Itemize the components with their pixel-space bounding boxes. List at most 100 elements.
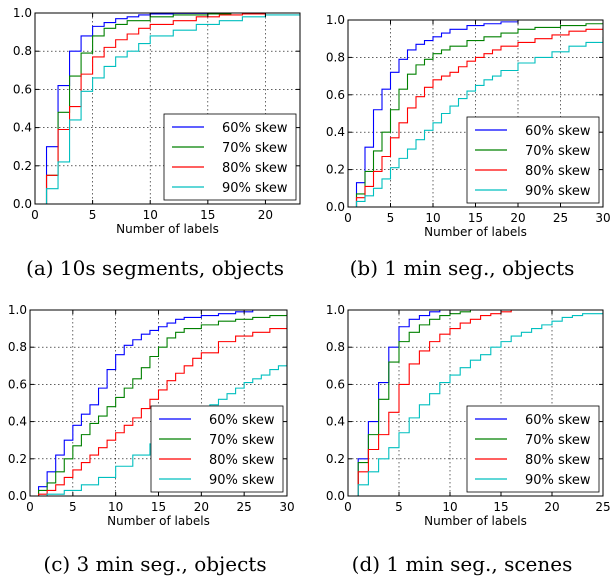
series-line-70-skew (348, 23, 603, 207)
legend-label: 80% skew (222, 161, 288, 176)
x-axis-label: Number of labels (107, 514, 210, 528)
x-tick-label: 20 (544, 500, 559, 514)
legend-label: 90% skew (222, 181, 288, 196)
series-line-70-skew (30, 313, 287, 496)
series-line-80-skew (30, 324, 287, 496)
x-axis-label: Number of labels (424, 514, 527, 528)
legend-label: 80% skew (525, 453, 591, 468)
x-tick-label: 15 (493, 500, 508, 514)
y-tick-label: 0.4 (8, 415, 27, 429)
y-tick-label: 0.8 (326, 340, 345, 354)
chart-panel-2: 0 5 10 15 20 25 30 0.0 0.2 0.4 0.6 0.8 1.0 Number of … (326, 13, 611, 280)
y-tick-label: 0.2 (326, 452, 345, 466)
y-tick-label: 1.0 (326, 13, 345, 27)
legend-label: 80% skew (525, 164, 591, 179)
y-tick-label: 0.2 (8, 452, 27, 466)
x-tick-label: 10 (442, 500, 457, 514)
legend-label: 90% skew (209, 473, 275, 488)
chart-panel-3: 0 5 10 15 20 25 30 0.0 0.2 0.4 0.6 0.8 1.0 Number of … (8, 303, 295, 576)
y-tick-label: 0.0 (326, 200, 345, 214)
series-line-90-skew (35, 13, 300, 204)
y-tick-label: 0.8 (13, 44, 32, 58)
series-line-60-skew (348, 20, 603, 207)
series-line-70-skew (348, 310, 603, 496)
legend-box (466, 405, 600, 493)
x-tick-label: 25 (237, 500, 252, 514)
subfigure-caption: (c) 3 min seg., objects (43, 552, 266, 576)
legend-box (163, 113, 297, 201)
x-tick-label: 25 (595, 500, 610, 514)
subfigure-caption: (d) 1 min seg., scenes (352, 552, 573, 576)
legend-label: 70% skew (222, 141, 288, 156)
x-tick-label: 10 (425, 211, 440, 225)
legend-box (466, 116, 600, 204)
legend-label: 80% skew (209, 453, 275, 468)
y-tick-label: 0.8 (326, 50, 345, 64)
x-tick-label: 15 (468, 211, 483, 225)
y-tick-label: 0.4 (326, 415, 345, 429)
y-tick-label: 0.2 (13, 159, 32, 173)
legend-label: 60% skew (222, 121, 288, 136)
x-tick-label: 5 (89, 208, 97, 222)
y-tick-label: 0.6 (13, 82, 32, 96)
chart-panel-4: 0 5 10 15 20 25 0.0 0.2 0.4 0.6 0.8 1.0 Number of la… (326, 303, 611, 576)
y-tick-label: 0.6 (326, 377, 345, 391)
y-tick-label: 0.0 (8, 489, 27, 503)
series-line-70-skew (35, 13, 300, 204)
legend-box (150, 405, 284, 493)
y-tick-label: 0.4 (13, 121, 32, 135)
series-line-80-skew (348, 310, 603, 496)
legend-label: 60% skew (525, 124, 591, 139)
y-tick-label: 0.2 (326, 163, 345, 177)
x-tick-label: 20 (194, 500, 209, 514)
series-line-80-skew (348, 27, 603, 207)
axes-frame (347, 309, 604, 497)
x-tick-label: 10 (108, 500, 123, 514)
x-tick-label: 15 (151, 500, 166, 514)
y-tick-label: 1.0 (13, 6, 32, 20)
legend-label: 70% skew (525, 433, 591, 448)
series-line-60-skew (30, 310, 287, 496)
x-tick-label: 30 (279, 500, 294, 514)
x-tick-label: 25 (553, 211, 568, 225)
x-tick-label: 0 (26, 500, 34, 514)
x-tick-label: 30 (595, 211, 610, 225)
x-tick-label: 20 (510, 211, 525, 225)
legend: 60% skew 70% skew 80% skew 90% skew (466, 405, 600, 493)
series-line-90-skew (348, 36, 603, 207)
x-tick-label: 0 (344, 500, 352, 514)
legend-label: 60% skew (209, 413, 275, 428)
axes-frame (34, 12, 301, 205)
x-tick-label: 10 (143, 208, 158, 222)
x-axis-label: Number of labels (116, 222, 219, 236)
x-tick-label: 20 (258, 208, 273, 222)
series-line-90-skew (348, 310, 603, 496)
y-tick-label: 0.6 (8, 377, 27, 391)
x-tick-label: 5 (69, 500, 77, 514)
legend: 60% skew 70% skew 80% skew 90% skew (150, 405, 284, 493)
y-tick-label: 0.6 (326, 88, 345, 102)
x-axis-label: Number of labels (424, 225, 527, 239)
x-tick-label: 0 (31, 208, 39, 222)
legend-label: 70% skew (209, 433, 275, 448)
series-line-60-skew (35, 13, 300, 204)
x-tick-label: 5 (395, 500, 403, 514)
legend-label: 90% skew (525, 184, 591, 199)
y-tick-label: 0.0 (326, 489, 345, 503)
x-tick-label: 5 (387, 211, 395, 225)
y-tick-label: 0.8 (8, 340, 27, 354)
legend-label: 60% skew (525, 413, 591, 428)
legend-label: 70% skew (525, 144, 591, 159)
subfigure-caption: (a) 10s segments, objects (26, 256, 284, 280)
x-tick-label: 0 (344, 211, 352, 225)
y-tick-label: 0.0 (13, 197, 32, 211)
y-tick-label: 0.4 (326, 125, 345, 139)
legend-label: 90% skew (525, 473, 591, 488)
legend: 60% skew 70% skew 80% skew 90% skew (163, 113, 297, 201)
x-tick-label: 15 (200, 208, 215, 222)
legend: 60% skew 70% skew 80% skew 90% skew (466, 116, 600, 204)
subfigure-caption: (b) 1 min seg., objects (350, 256, 575, 280)
y-tick-label: 1.0 (326, 303, 345, 317)
y-tick-label: 1.0 (8, 303, 27, 317)
